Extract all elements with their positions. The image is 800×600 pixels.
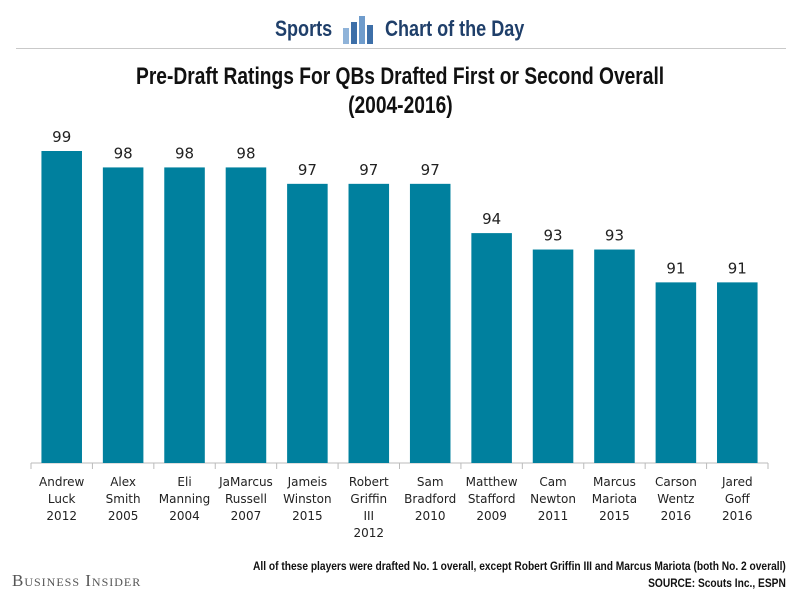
x-tick-label: Carson Wentz 2016 <box>655 475 697 523</box>
chart-title-line-1: Pre-Draft Ratings For QBs Drafted First … <box>135 63 665 90</box>
x-tick-label-line: Andrew <box>39 475 84 489</box>
x-tick-label-line: 2016 <box>722 509 753 523</box>
data-label: 97 <box>421 161 440 179</box>
x-tick-label-line: 2015 <box>292 509 323 523</box>
x-tick-label: Jared Goff 2016 <box>721 475 753 523</box>
x-tick-label-line: Bradford <box>404 492 456 506</box>
bar <box>409 183 451 463</box>
x-tick-label-line: Jameis <box>287 475 328 489</box>
bar <box>164 167 205 464</box>
bar <box>225 167 267 464</box>
x-tick-label-line: Matthew <box>466 475 518 489</box>
x-tick-label-line: Marcus <box>593 475 636 489</box>
bar <box>287 183 328 463</box>
x-tick-label-line: 2010 <box>415 509 446 523</box>
x-tick-label-line: 2016 <box>661 509 692 523</box>
x-tick-label-line: III <box>363 509 374 523</box>
x-tick-label-line: Eli <box>177 475 191 489</box>
x-tick-label-line: Robert <box>349 475 389 489</box>
data-label: 93 <box>543 227 562 245</box>
bar <box>41 151 82 463</box>
x-tick-label-line: Wentz <box>657 492 694 506</box>
chart-title: Pre-Draft Ratings For QBs Drafted First … <box>0 62 800 120</box>
data-label: 97 <box>298 161 317 179</box>
x-tick-label-line: Alex <box>110 475 136 489</box>
x-tick-label: Sam Bradford 2010 <box>404 475 456 523</box>
bar <box>717 282 758 463</box>
bar <box>655 282 697 463</box>
bar-chart-logo-icon <box>343 16 373 44</box>
x-tick-label: JaMarcus Russell 2007 <box>218 475 273 523</box>
bar <box>102 167 144 464</box>
x-tick-label: Eli Manning 2004 <box>159 475 210 523</box>
x-tick-label-line: Winston <box>283 492 331 506</box>
x-tick-label-line: Carson <box>655 475 697 489</box>
header-chart-of-the-day-label: Chart of the Day <box>385 16 525 41</box>
data-label: 98 <box>114 144 133 162</box>
data-label: 93 <box>605 227 624 245</box>
data-label: 94 <box>482 210 501 228</box>
x-tick-label-line: JaMarcus <box>218 475 273 489</box>
footnote-block: All of these players were drafted No. 1 … <box>159 558 786 592</box>
x-tick-label-line: 2009 <box>476 509 507 523</box>
x-tick-label: Robert Griffin III 2012 <box>349 475 389 540</box>
x-tick-label-line: Manning <box>159 492 210 506</box>
x-tick-label-line: 2012 <box>354 526 385 540</box>
data-label: 98 <box>175 144 194 162</box>
x-tick-label-line: 2015 <box>599 509 630 523</box>
header-sports-label: Sports <box>275 16 333 41</box>
x-tick-label: Cam Newton 2011 <box>530 475 576 523</box>
x-tick-label-line: Sam <box>417 475 444 489</box>
x-tick-label-line: 2011 <box>538 509 569 523</box>
x-tick-label: Alex Smith 2005 <box>106 475 141 523</box>
footnote-text: All of these players were drafted No. 1 … <box>253 559 786 573</box>
chart-title-line-2: (2004-2016) <box>347 92 453 119</box>
x-tick-label: Marcus Mariota 2015 <box>592 475 637 523</box>
source-text: SOURCE: Scouts Inc., ESPN <box>648 576 786 590</box>
x-tick-label-line: Griffin <box>350 492 387 506</box>
header: Sports Chart of the Day <box>0 10 800 50</box>
business-insider-logo: Business Insider <box>12 571 141 591</box>
x-tick-label-line: 2005 <box>108 509 139 523</box>
data-label: 91 <box>666 259 685 277</box>
x-tick-label: Jameis Winston 2015 <box>283 475 331 523</box>
bar <box>532 249 574 463</box>
x-tick-label-line: Stafford <box>468 492 516 506</box>
x-tick-label: Matthew Stafford 2009 <box>466 475 518 523</box>
x-tick-label: Andrew Luck 2012 <box>39 475 84 523</box>
x-tick-label-line: Jared <box>721 475 753 489</box>
data-label: 97 <box>359 161 378 179</box>
x-tick-label-line: 2007 <box>231 509 262 523</box>
brand-text: Business Insider <box>12 571 142 590</box>
x-tick-label-line: Newton <box>530 492 576 506</box>
bar <box>348 183 390 463</box>
x-tick-label-line: 2004 <box>169 509 200 523</box>
x-tick-label-line: Mariota <box>592 492 637 506</box>
x-tick-label-line: 2012 <box>46 509 77 523</box>
x-tick-label-line: Russell <box>225 492 267 506</box>
x-tick-label-line: Luck <box>48 492 76 506</box>
x-tick-label-line: Smith <box>106 492 141 506</box>
header-divider <box>16 48 786 49</box>
data-label: 91 <box>728 259 747 277</box>
bar <box>594 249 635 463</box>
data-label: 99 <box>52 128 71 146</box>
bar <box>471 233 512 463</box>
x-tick-label-line: Cam <box>539 475 566 489</box>
x-tick-label-line: Goff <box>725 492 751 506</box>
data-label: 98 <box>236 144 255 162</box>
